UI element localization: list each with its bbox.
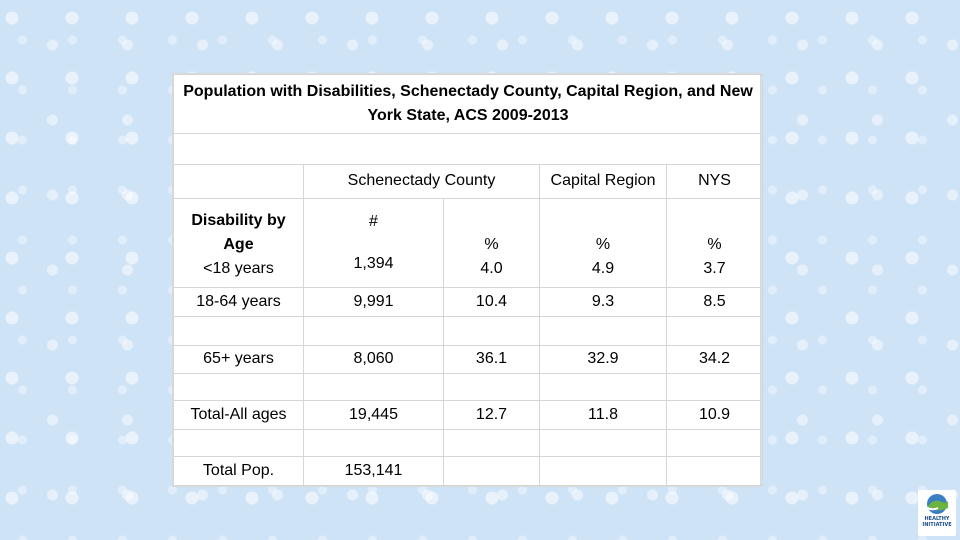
pct-value: 3.7 — [703, 259, 726, 277]
count-value: 153,141 — [303, 456, 444, 486]
pct-value: 10.9 — [665, 400, 764, 431]
pct-value: 8.5 — [665, 286, 764, 317]
logo-text-line2: INITIATIVE — [922, 522, 952, 528]
header-schenectady-county: Schenectady County — [303, 163, 540, 199]
count-value: 1,394 — [353, 254, 394, 272]
header-capital-region: Capital Region — [539, 163, 667, 199]
pct-value: 36.1 — [443, 344, 540, 375]
pct-value — [665, 456, 764, 486]
col-pct-header-schenectady: % — [484, 235, 499, 253]
table-title: Population with Disabilities, Schenectad… — [172, 74, 764, 134]
pct-value: 4.0 — [480, 259, 503, 277]
pct-value: 34.2 — [665, 344, 764, 375]
cap-pct-cell-under-18: % 4.9 — [539, 197, 667, 288]
pct-value: 4.9 — [591, 259, 615, 277]
col-pct-header-capital: % — [595, 235, 611, 253]
count-value: 19,445 — [303, 400, 444, 431]
pct-value — [443, 456, 540, 486]
header-empty-cell — [173, 163, 304, 199]
pct-value — [539, 456, 667, 486]
row-label-65-plus: 65+ years — [173, 344, 304, 375]
col-pct-header-nys: % — [707, 235, 722, 253]
row-header-label-line2: Age — [223, 235, 254, 253]
count-value: 9,991 — [303, 286, 444, 317]
logo-text-line1: HEALTHY — [924, 516, 950, 522]
col-count-header: # — [369, 212, 378, 230]
healthy-initiative-logo: HEALTHY INITIATIVE — [918, 490, 956, 536]
pct-value: 10.4 — [443, 286, 540, 317]
pct-value: 11.8 — [539, 400, 667, 431]
count-cell-under-18: # 1,394 — [303, 197, 444, 288]
row-label-18-64: 18-64 years — [173, 286, 304, 317]
row-header-label-line1: Disability by — [191, 211, 286, 229]
count-value: 8,060 — [303, 344, 444, 375]
disability-table: Population with Disabilities, Schenectad… — [172, 73, 764, 487]
pct-value: 32.9 — [539, 344, 667, 375]
nys-pct-cell-under-18: % 3.7 — [665, 197, 764, 288]
sch-pct-cell-under-18: % 4.0 — [443, 197, 540, 288]
row-label-total-pop: Total Pop. — [173, 456, 304, 486]
row-label-under-18: Disability by Age <18 years — [173, 197, 304, 288]
row-label: <18 years — [203, 259, 274, 277]
pct-value: 9.3 — [539, 286, 667, 317]
hands-globe-icon — [925, 494, 948, 514]
pct-value: 12.7 — [443, 400, 540, 431]
header-nys: NYS — [665, 163, 764, 199]
row-label-total-all-ages: Total-All ages — [173, 400, 304, 431]
spacer-row — [172, 132, 764, 165]
